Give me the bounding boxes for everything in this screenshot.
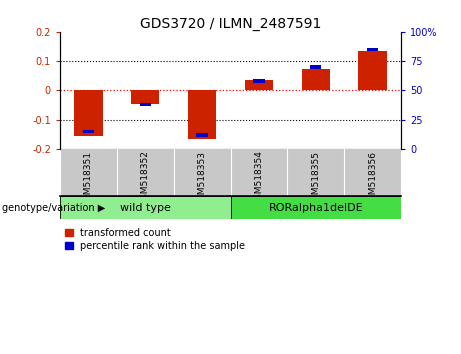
Text: RORalpha1delDE: RORalpha1delDE bbox=[268, 203, 363, 213]
Bar bbox=[253, 79, 265, 83]
Text: GSM518353: GSM518353 bbox=[198, 150, 207, 206]
Bar bbox=[245, 80, 273, 91]
Bar bbox=[196, 133, 208, 137]
Bar bbox=[301, 69, 330, 91]
Bar bbox=[188, 91, 216, 139]
Bar bbox=[230, 196, 401, 219]
Bar bbox=[74, 91, 102, 136]
Bar bbox=[83, 130, 94, 133]
Bar bbox=[310, 65, 321, 69]
Legend: transformed count, percentile rank within the sample: transformed count, percentile rank withi… bbox=[65, 228, 245, 251]
Text: GSM518351: GSM518351 bbox=[84, 150, 93, 206]
Text: GSM518355: GSM518355 bbox=[311, 150, 320, 206]
Text: wild type: wild type bbox=[120, 203, 171, 213]
Text: GSM518354: GSM518354 bbox=[254, 150, 263, 205]
Bar bbox=[140, 103, 151, 107]
Title: GDS3720 / ILMN_2487591: GDS3720 / ILMN_2487591 bbox=[140, 17, 321, 31]
Bar bbox=[60, 196, 230, 219]
Bar bbox=[131, 91, 160, 104]
Bar bbox=[367, 47, 378, 51]
Text: GSM518356: GSM518356 bbox=[368, 150, 377, 206]
Text: GSM518352: GSM518352 bbox=[141, 150, 150, 205]
Text: genotype/variation ▶: genotype/variation ▶ bbox=[2, 203, 106, 213]
Bar bbox=[358, 51, 387, 91]
